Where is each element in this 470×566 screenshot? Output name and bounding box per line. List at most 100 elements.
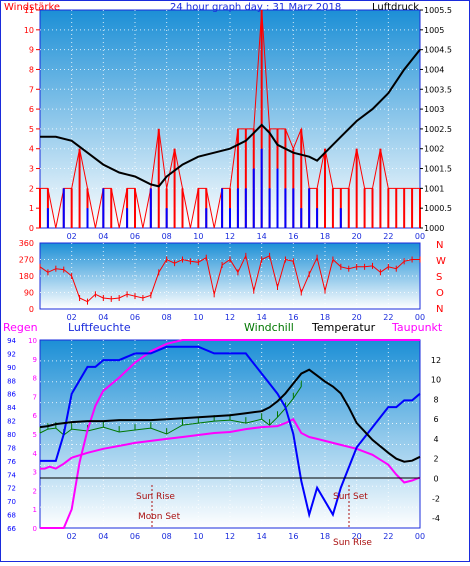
- temperature-tick-label: 0: [433, 475, 438, 484]
- temperature-humidity-series: [39, 339, 421, 529]
- x-tick-label: 12: [225, 532, 235, 541]
- rain-tick-label: 6: [33, 412, 38, 420]
- temperature-tick-label: 10: [431, 376, 441, 385]
- x-tick-label: 22: [383, 313, 393, 322]
- x-tick-label: 08: [162, 313, 172, 322]
- pressure-tick-label: 1001: [424, 184, 444, 193]
- x-tick-label: 18: [320, 313, 330, 322]
- x-tick-label: 20: [352, 232, 362, 241]
- x-tick-label: 10: [193, 532, 203, 541]
- humidity-tick-label: 78: [7, 444, 16, 452]
- pressure-tick-label: 1004.5: [424, 46, 452, 55]
- rain-line: [40, 339, 420, 529]
- temperature-tick-label: 4: [433, 435, 438, 444]
- x-tick-label: 12: [225, 313, 235, 322]
- temperature-tick-label: 6: [433, 415, 438, 424]
- wind-direction-series: [39, 252, 421, 305]
- x-tick-label: 02: [67, 532, 77, 541]
- humidity-tick-label: 72: [7, 485, 16, 493]
- x-tick-label: 14: [257, 532, 267, 541]
- dewpoint-line: [40, 417, 421, 484]
- wind-tick-label: 0: [29, 224, 34, 233]
- x-tick-label: 08: [162, 532, 172, 541]
- x-tick-label: 00: [415, 532, 425, 541]
- x-tick-label: 02: [67, 232, 77, 241]
- x-tick-label: 14: [257, 313, 267, 322]
- humidity-tick-label: 68: [7, 512, 16, 520]
- humidity-tick-label: 90: [7, 364, 16, 372]
- x-tick-label: 04: [98, 313, 108, 322]
- humidity-tick-label: 74: [7, 471, 16, 479]
- wind-tick-label: 6: [29, 105, 34, 114]
- humidity-tick-label: 82: [7, 418, 16, 426]
- x-tick-label: 06: [130, 532, 140, 541]
- pressure-tick-label: 1000: [424, 224, 444, 233]
- windchill-label: Windchill: [244, 321, 294, 334]
- rain-tick-label: 1: [33, 506, 37, 514]
- windchill-line: [39, 386, 302, 436]
- x-tick-label: 18: [320, 532, 330, 541]
- x-tick-label: 10: [193, 232, 203, 241]
- x-tick-label: 16: [288, 532, 298, 541]
- wind-tick-label: 10: [24, 26, 34, 35]
- x-tick-label: 20: [352, 532, 362, 541]
- temperature-line: [39, 368, 421, 463]
- rain-tick-label: 7: [33, 393, 37, 401]
- pressure-tick-label: 1003: [424, 105, 444, 114]
- wind-tick-label: 7: [29, 85, 34, 94]
- luftdruck-label: Luftdruck: [372, 2, 419, 13]
- rain-tick-label: 8: [33, 375, 37, 383]
- direction-tick-label: 0: [29, 305, 34, 314]
- pressure-tick-label: 1005: [424, 26, 444, 35]
- humidity-tick-label: 88: [7, 377, 16, 385]
- rain-tick-label: 5: [33, 431, 37, 439]
- wind-tick-label: 4: [29, 145, 34, 154]
- moon-rise-label: Sun Rise: [333, 538, 372, 548]
- rain-tick-label: 3: [33, 469, 37, 477]
- wind-tick-label: 8: [29, 65, 34, 74]
- taupunkt-label: Taupunkt: [391, 321, 443, 334]
- x-tick-label: 10: [193, 313, 203, 322]
- wind-tick-label: 1: [29, 204, 34, 213]
- humidity-line: [40, 345, 421, 519]
- sun-rise-label: Sun Rise: [136, 492, 175, 502]
- x-tick-label: 20: [352, 313, 362, 322]
- rain-tick-label: 2: [33, 487, 37, 495]
- x-tick-label: 00: [415, 232, 425, 241]
- direction-tick-label: 270: [19, 256, 34, 265]
- pressure-tick-label: 1002.5: [424, 125, 452, 134]
- windstaerke-label: Windstärke: [4, 2, 60, 13]
- luftfeuchte-label: Luftfeuchte: [68, 321, 131, 334]
- wind-tick-label: 5: [29, 125, 34, 134]
- pressure-tick-label: 1003.5: [424, 85, 452, 94]
- wind-pressure-axes: 0123456789101110001000.510011001.5100210…: [24, 6, 452, 241]
- x-tick-label: 02: [67, 313, 77, 322]
- wind-tick-label: 3: [29, 165, 34, 174]
- wind-tick-label: 11: [24, 6, 34, 15]
- x-tick-label: 22: [383, 532, 393, 541]
- humidity-tick-label: 84: [7, 404, 16, 412]
- x-tick-label: 06: [130, 232, 140, 241]
- humidity-tick-label: 70: [7, 498, 16, 506]
- humidity-tick-label: 94: [7, 337, 16, 345]
- x-tick-label: 04: [98, 532, 108, 541]
- temperature-humidity-axes: 0123456789106668707274767880828486889092…: [7, 337, 441, 541]
- pressure-tick-label: 1004: [424, 65, 444, 74]
- x-tick-label: 18: [320, 232, 330, 241]
- sun-set-label: Sun Set: [333, 492, 368, 502]
- wind-tick-label: 9: [29, 46, 34, 55]
- temperatur-label: Temperatur: [311, 321, 376, 334]
- direction-tick-label: 360: [19, 239, 34, 248]
- humidity-tick-label: 80: [7, 431, 16, 439]
- compass-label: N: [436, 240, 443, 251]
- chart-title: 24 hour graph day : 31 Marz 2018: [170, 2, 341, 13]
- x-tick-label: 00: [415, 313, 425, 322]
- compass-label: N: [436, 304, 443, 315]
- rain-tick-label: 0: [33, 525, 37, 533]
- x-tick-label: 16: [288, 313, 298, 322]
- rain-tick-label: 10: [28, 337, 37, 345]
- wind-tick-label: 2: [29, 184, 34, 193]
